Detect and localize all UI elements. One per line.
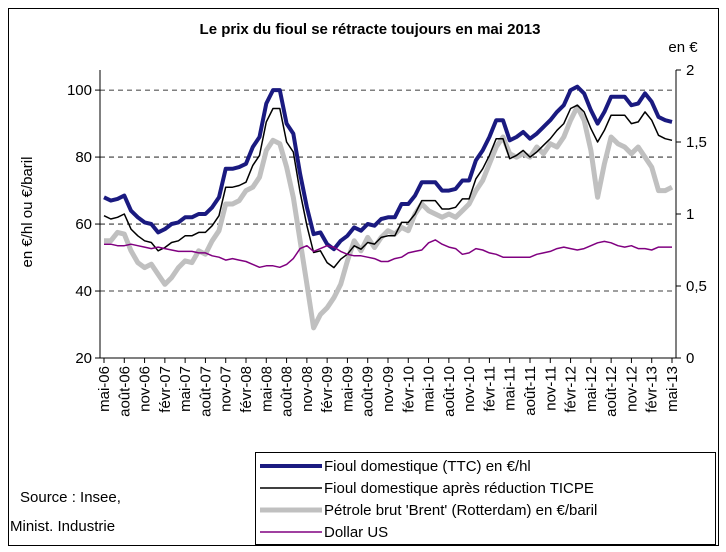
x-tick-label: févr-09 — [319, 366, 336, 413]
y2-tick-label: 1 — [686, 206, 694, 223]
legend-box — [255, 452, 716, 545]
x-tick-label: févr-10 — [400, 366, 417, 413]
y2-tick-label: 0 — [686, 350, 694, 367]
x-tick-label: nov-06 — [137, 366, 154, 412]
x-tick-label: nov-07 — [218, 366, 235, 412]
x-tick-label: août-08 — [279, 366, 296, 417]
source-text: Minist. Industrie — [10, 518, 115, 535]
x-tick-label: févr-13 — [644, 366, 661, 413]
series-line — [103, 104, 673, 269]
y-tick-label: 80 — [75, 149, 92, 166]
x-tick-label: août-06 — [116, 366, 133, 417]
x-tick-label: nov-09 — [380, 366, 397, 412]
series-line — [103, 84, 673, 252]
x-tick-label: août-12 — [603, 366, 620, 417]
x-tick-label: août-11 — [522, 366, 539, 416]
x-tick-label: mai-07 — [177, 366, 194, 412]
y-tick-label: 20 — [75, 350, 92, 367]
x-tick-label: févr-08 — [238, 366, 255, 413]
x-tick-label: févr-07 — [157, 366, 174, 413]
y2-axis-label: en € — [668, 39, 698, 56]
y-tick-label: 60 — [75, 216, 92, 233]
x-tick-label: nov-11 — [542, 366, 559, 411]
chart-title: Le prix du fioul se rétracte toujours en… — [200, 21, 541, 38]
x-tick-label: févr-12 — [563, 366, 580, 413]
x-tick-label: mai-11 — [502, 366, 519, 411]
y2-tick-label: 0,5 — [686, 278, 707, 295]
x-tick-label: mai-06 — [96, 366, 113, 412]
x-tick-label: nov-08 — [299, 366, 316, 412]
x-tick-label: août-07 — [197, 366, 214, 417]
series-line — [104, 104, 674, 331]
y-axis-label: en €/hl ou €/baril — [19, 157, 36, 268]
x-tick-label: mai-08 — [258, 366, 275, 412]
y2-tick-label: 1,5 — [686, 134, 707, 151]
x-tick-label: mai-10 — [421, 366, 438, 412]
legend-label: Fioul domestique (TTC) en €/hl — [324, 458, 531, 475]
x-tick-label: nov-10 — [461, 366, 478, 412]
x-tick-label: mai-12 — [583, 366, 600, 412]
x-tick-label: août-09 — [360, 366, 377, 417]
legend-label: Dollar US — [324, 524, 388, 541]
source-text: Source : Insee, — [20, 489, 121, 506]
y-tick-label: 40 — [75, 283, 92, 300]
legend-label: Pétrole brut 'Brent' (Rotterdam) en €/ba… — [324, 502, 597, 519]
series-line — [104, 239, 672, 269]
legend-label: Fioul domestique après réduction TICPE — [324, 480, 594, 497]
y-tick-label: 100 — [67, 82, 92, 99]
x-tick-label: nov-12 — [623, 366, 640, 412]
x-tick-label: août-10 — [441, 366, 458, 417]
x-tick-label: mai-13 — [664, 366, 681, 412]
x-tick-label: mai-09 — [339, 366, 356, 412]
chart-frame — [8, 8, 719, 546]
y2-tick-label: 2 — [686, 62, 694, 79]
x-tick-label: févr-11 — [481, 366, 498, 412]
